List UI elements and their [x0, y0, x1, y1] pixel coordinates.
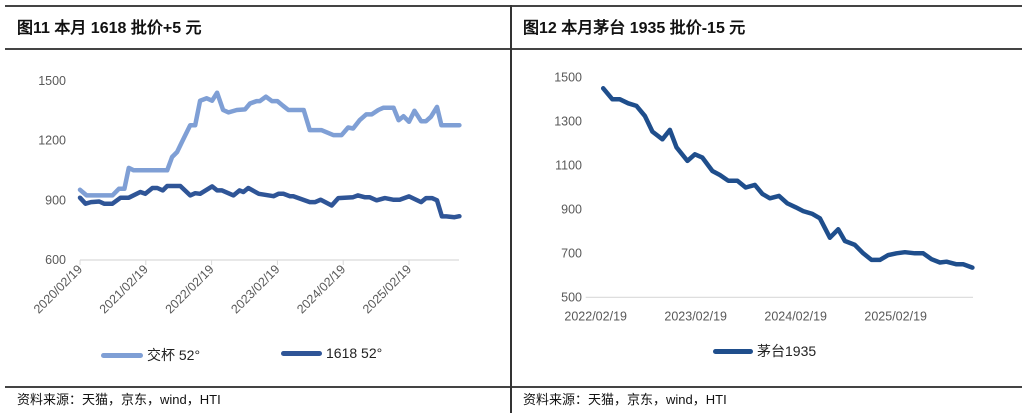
x-tick-label: 2024/02/19 — [294, 262, 348, 316]
right-source-note: 资料来源：天猫，京东，wind，HTI — [523, 392, 727, 407]
x-tick-label: 2020/02/19 — [31, 262, 85, 316]
legend-item-maotai1935: 茅台1935 — [713, 341, 816, 361]
legend-label-1618: 1618 52° — [326, 345, 383, 361]
legend-label-maotai1935: 茅台1935 — [757, 343, 817, 359]
legend-item-jiaobei: 交杯 52° — [101, 345, 200, 365]
source-divider — [5, 386, 1022, 388]
series-line-1618 — [77, 183, 462, 220]
y-tick-label: 900 — [561, 202, 582, 216]
legend-item-1618: 1618 52° — [281, 345, 382, 361]
series-line-jiaobei — [77, 90, 462, 198]
y-tick-label: 900 — [45, 193, 66, 207]
legend-label-jiaobei: 交杯 52° — [147, 347, 201, 363]
x-tick-label: 2021/02/19 — [97, 262, 151, 316]
x-tick-label: 2022/02/19 — [564, 309, 627, 323]
y-tick-label: 1500 — [38, 74, 66, 88]
x-tick-label: 2023/02/19 — [664, 309, 727, 323]
y-tick-label: 500 — [561, 290, 582, 304]
y-tick-label: 1100 — [555, 158, 582, 172]
left-chart-title: 图11 本月 1618 批价+5 元 — [17, 20, 202, 37]
series-line-maotai1935 — [600, 86, 975, 270]
right-chart-title: 图12 本月茅台 1935 批价-15 元 — [523, 20, 746, 37]
y-tick-label: 1500 — [554, 70, 582, 84]
legend-swatch-maotai1935 — [713, 348, 753, 354]
x-tick-label: 2024/02/19 — [764, 309, 827, 323]
x-tick-label: 2023/02/19 — [228, 262, 282, 316]
y-tick-label: 1200 — [38, 134, 66, 148]
x-tick-label: 2025/02/19 — [360, 262, 414, 316]
y-tick-label: 600 — [45, 253, 66, 267]
y-tick-label: 1300 — [554, 114, 582, 128]
legend-swatch-1618 — [281, 350, 322, 356]
y-tick-label: 700 — [561, 246, 582, 260]
panel-divider — [510, 5, 512, 413]
left-source-note: 资料来源：天猫，京东，wind，HTI — [17, 392, 221, 407]
x-tick-label: 2022/02/19 — [163, 262, 217, 316]
top-border — [5, 5, 1022, 7]
title-divider — [5, 48, 1022, 50]
x-tick-label: 2025/02/19 — [864, 309, 927, 323]
legend-swatch-jiaobei — [101, 352, 143, 358]
